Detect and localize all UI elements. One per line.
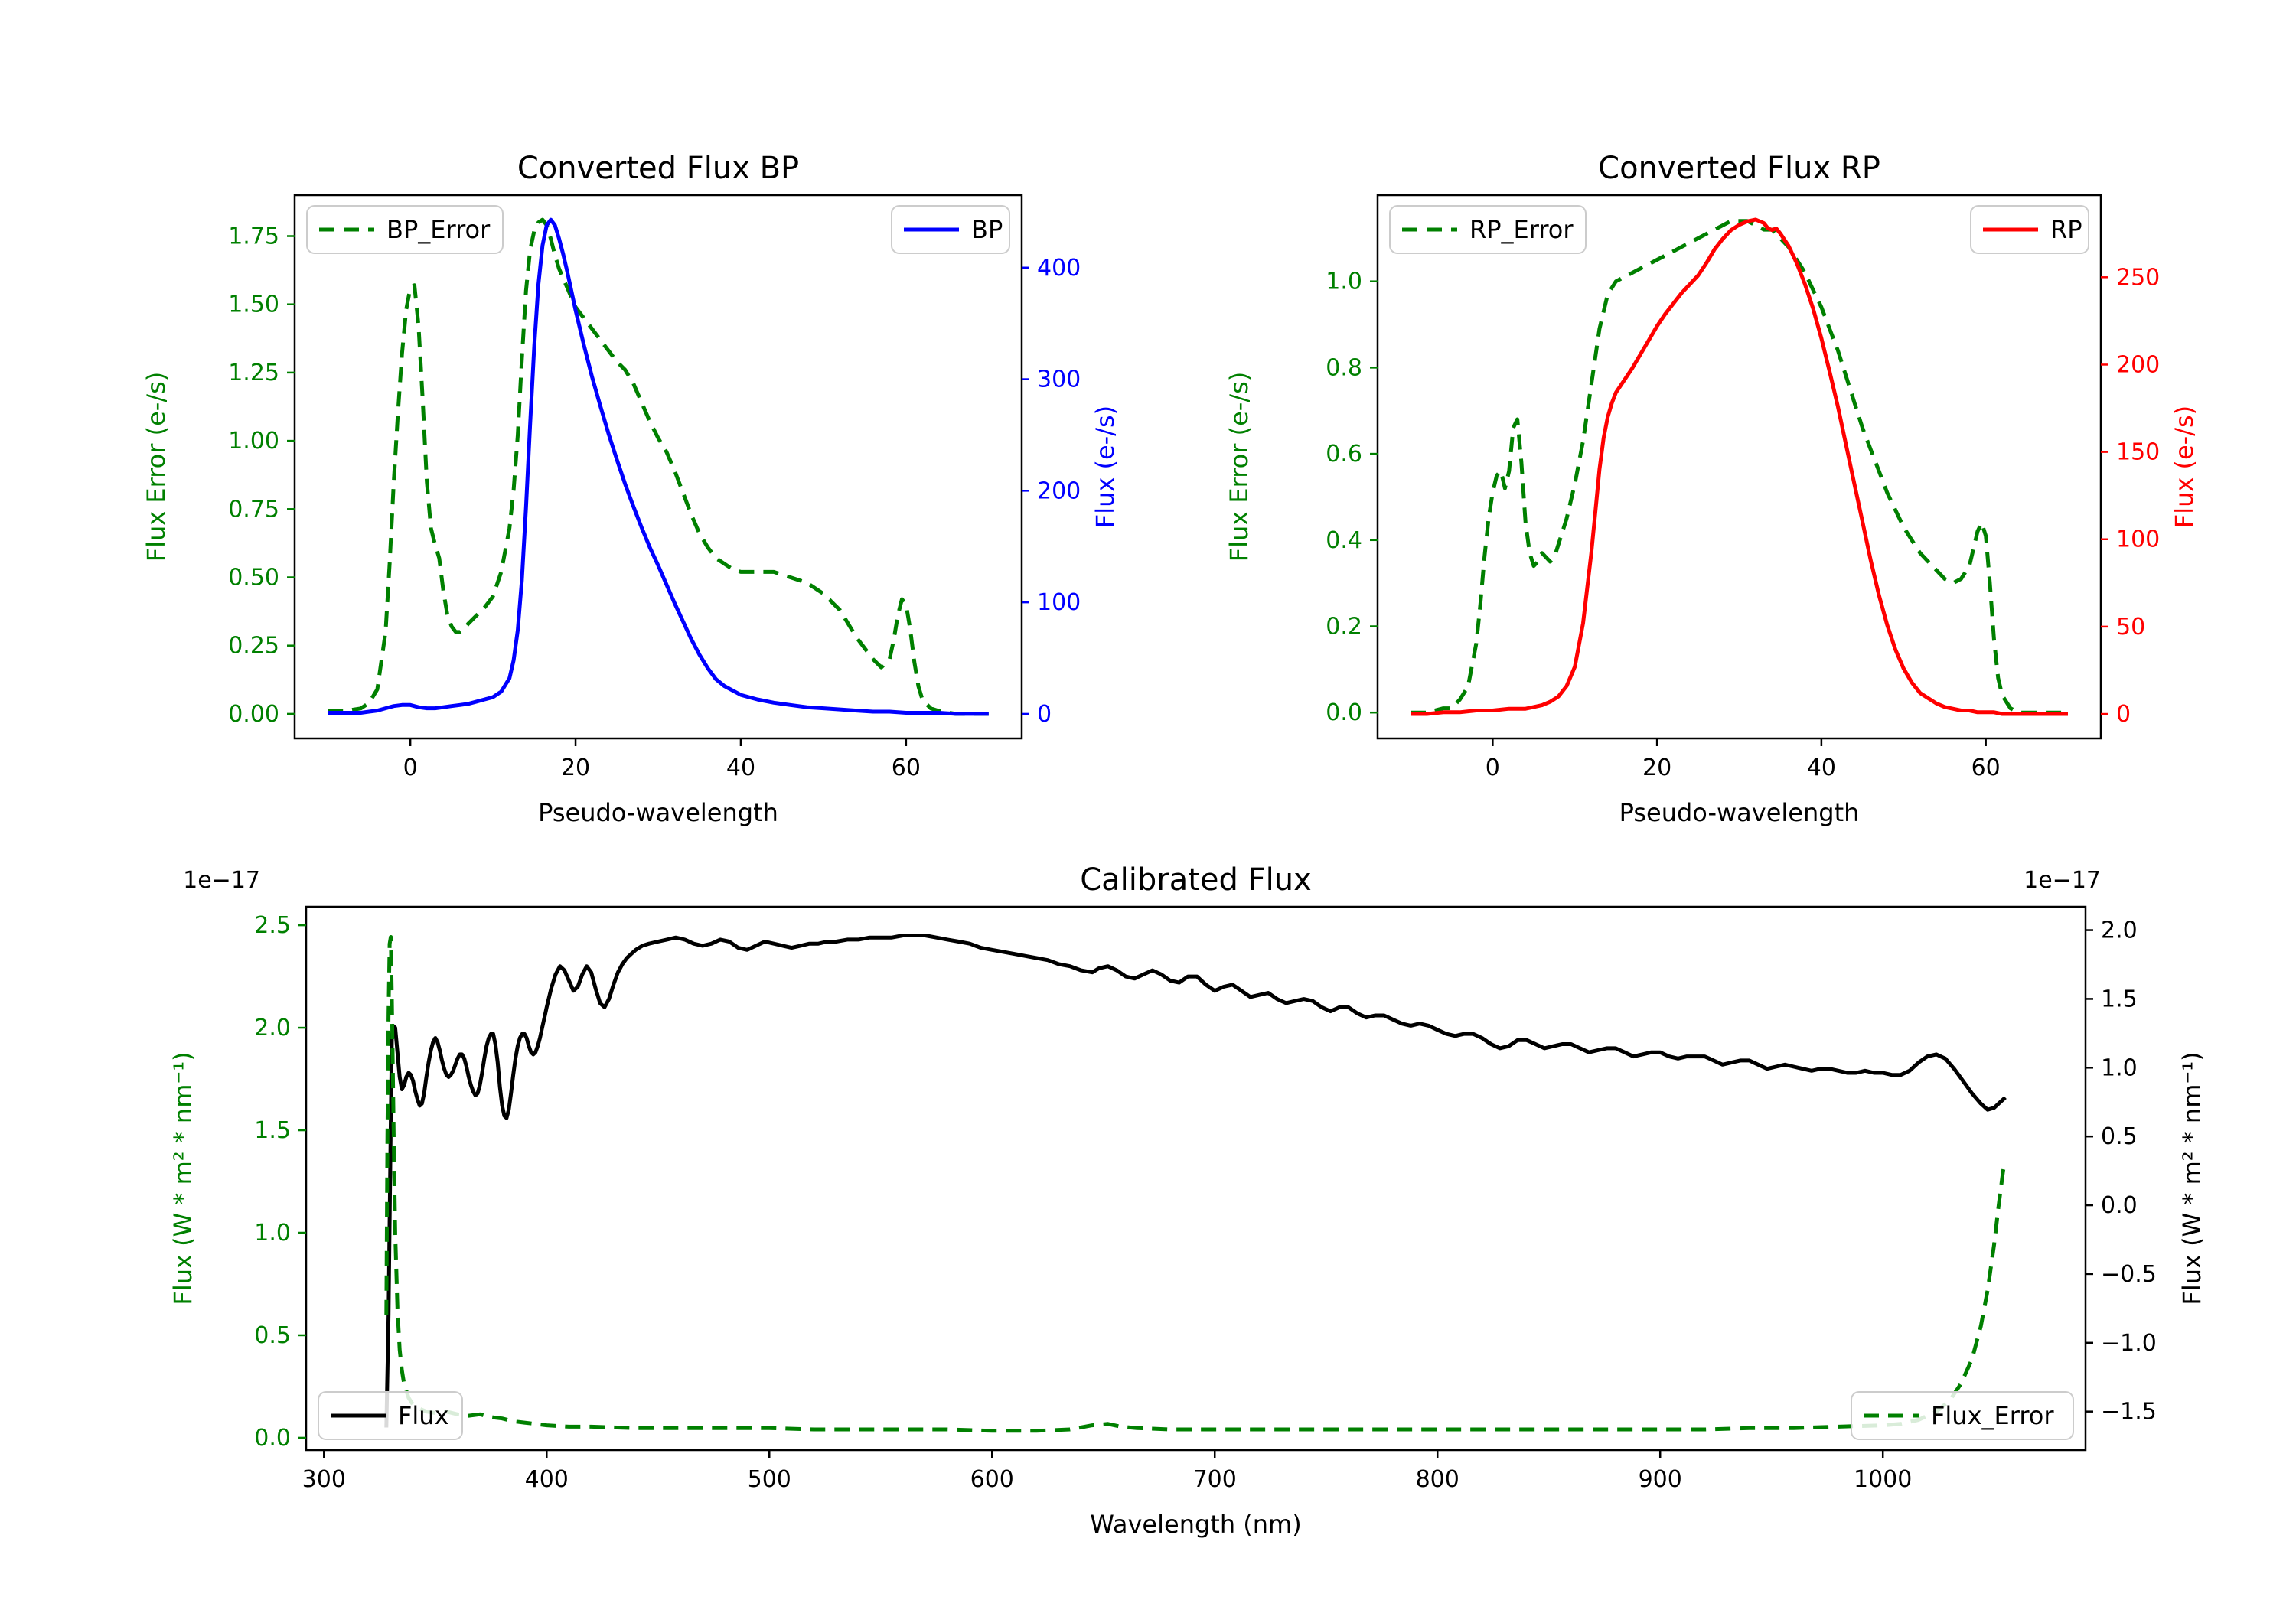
bp-plot-frame	[293, 194, 1023, 740]
cal-x-tick-label: 500	[748, 1466, 791, 1493]
rp-x-tick-label: 20	[1642, 754, 1671, 781]
bp-x-tick-label: 0	[403, 754, 418, 781]
bp-legend-bp: BP	[891, 205, 1010, 254]
cal-right-y-tick-label: 0.0	[2101, 1192, 2138, 1219]
cal-left-y-tick-label: 0.5	[254, 1322, 291, 1349]
bp-left-y-tick-label: 0.25	[228, 633, 279, 660]
rp-x-tick-label: 60	[1971, 754, 2001, 781]
cal-right-y-tick-label: −0.5	[2101, 1261, 2157, 1288]
bp-x-tick-label: 60	[892, 754, 921, 781]
rp-left-y-tick-label: 1.0	[1326, 269, 1362, 295]
cal-legend-flux: Flux	[318, 1391, 463, 1440]
cal-x-tick-label: 1000	[1854, 1466, 1912, 1493]
rp-legend-frame	[1389, 205, 1587, 254]
bp-xlabel: Pseudo-wavelength	[538, 798, 778, 827]
bp-right-y-tick-label: 100	[1037, 589, 1081, 616]
cal-x-tick-label: 900	[1639, 1466, 1682, 1493]
bp-title: Converted Flux BP	[517, 151, 799, 186]
rp-left-y-tick-label: 0.4	[1326, 527, 1362, 554]
cal-right-y-tick-label: 1.5	[2101, 986, 2138, 1012]
bp-left-y-tick-label: 0.75	[228, 496, 279, 523]
bp-right-y-tick-label: 0	[1037, 701, 1052, 728]
cal-right-ylabel: Flux (W * m² * nm⁻¹)	[2177, 1051, 2206, 1305]
bp-legend-frame	[306, 205, 504, 254]
rp-left-y-tick-label: 0.0	[1326, 699, 1362, 726]
rp-left-y-tick-label: 0.2	[1326, 613, 1362, 640]
rp-right-y-tick-label: 150	[2116, 439, 2160, 466]
bp-left-y-tick-label: 0.00	[228, 701, 279, 728]
cal-right-y-tick-label: 0.5	[2101, 1123, 2138, 1150]
rp-subplot: Converted Flux RP 0 20 40 60 Pseudo-wavelengt…	[1225, 151, 2199, 827]
rp-title: Converted Flux RP	[1598, 151, 1880, 186]
rp-legend-rp_error: RP_Error	[1389, 205, 1587, 254]
bp-legend-label-bp_error: BP_Error	[386, 215, 491, 244]
rp-xlabel: Pseudo-wavelength	[1619, 798, 1860, 827]
cal-legend-label-flux_error: Flux_Error	[1931, 1401, 2054, 1430]
cal-series-flux_error-line	[384, 935, 2007, 1433]
bp-legend-bp_error: BP_Error	[306, 205, 504, 254]
rp-left-y-tick-label: 0.8	[1326, 354, 1362, 381]
cal-subplot: Calibrated Flux 300 400 500 600 700 800 900 1000…	[168, 862, 2206, 1539]
rp-x-tick-label: 0	[1486, 754, 1500, 781]
rp-series-rp_error-line	[1411, 219, 2068, 715]
bp-left-y-tick-label: 1.00	[228, 428, 279, 455]
cal-left-ylabel: Flux (W * m² * nm⁻¹)	[168, 1051, 197, 1305]
cal-legend-label-flux: Flux	[398, 1401, 449, 1430]
rp-x-tick-label: 40	[1807, 754, 1836, 781]
cal-legend-frame	[1851, 1391, 2074, 1440]
cal-right-y-tick-label: 2.0	[2101, 917, 2138, 944]
cal-xlabel: Wavelength (nm)	[1090, 1510, 1301, 1539]
bp-x-tick-label: 20	[561, 754, 590, 781]
cal-series-flux-line	[384, 934, 2007, 1428]
cal-legend-frame	[318, 1391, 463, 1440]
rp-left-ylabel: Flux Error (e-/s)	[1225, 372, 1254, 562]
rp-legend-label-rp_error: RP_Error	[1469, 215, 1574, 244]
cal-left-y-tick-label: 2.0	[254, 1015, 291, 1041]
bp-right-y-tick-label: 400	[1037, 255, 1081, 282]
cal-x-tick-label: 700	[1193, 1466, 1237, 1493]
bp-subplot: Converted Flux BP 0 20 40 60 Pseudo-wavelengt…	[142, 151, 1120, 827]
rp-right-y-tick-label: 250	[2116, 264, 2160, 291]
bp-right-y-tick-label: 200	[1037, 477, 1081, 504]
cal-x-tick-label: 800	[1416, 1466, 1459, 1493]
cal-left-y-tick-label: 2.5	[254, 912, 291, 939]
rp-right-y-tick-label: 100	[2116, 526, 2160, 553]
rp-plot-frame	[1376, 194, 2102, 740]
cal-right-y-tick-label: −1.0	[2101, 1330, 2157, 1357]
bp-right-y-tick-label: 300	[1037, 367, 1081, 393]
cal-left-y-tick-label: 0.0	[254, 1425, 291, 1452]
bp-left-y-tick-label: 1.50	[228, 292, 279, 318]
bp-series-bp_error-line	[328, 217, 989, 716]
bp-left-y-tick-label: 0.50	[228, 564, 279, 591]
rp-right-y-tick-label: 0	[2116, 701, 2131, 728]
cal-x-tick-label: 600	[970, 1466, 1014, 1493]
rp-right-ylabel: Flux (e-/s)	[2170, 406, 2199, 528]
rp-right-y-tick-label: 200	[2116, 351, 2160, 378]
rp-series-rp-line	[1411, 217, 2068, 716]
rp-right-y-tick-label: 50	[2116, 614, 2145, 640]
rp-legend-rp: RP	[1970, 205, 2089, 254]
cal-left-y-tick-label: 1.5	[254, 1117, 291, 1144]
cal-x-tick-label: 300	[302, 1466, 346, 1493]
bp-series-bp-line	[328, 217, 989, 716]
bp-x-tick-label: 40	[726, 754, 755, 781]
cal-x-tick-label: 400	[525, 1466, 569, 1493]
bp-left-y-tick-label: 1.75	[228, 223, 279, 250]
cal-legend-flux_error: Flux_Error	[1851, 1391, 2074, 1440]
cal-right-y-tick-label: −1.5	[2101, 1399, 2157, 1426]
bp-left-ylabel: Flux Error (e-/s)	[142, 372, 171, 562]
bp-right-ylabel: Flux (e-/s)	[1091, 406, 1120, 528]
cal-title: Calibrated Flux	[1080, 862, 1312, 898]
bp-left-y-tick-label: 1.25	[228, 360, 279, 386]
cal-right-y-tick-label: 1.0	[2101, 1054, 2138, 1081]
cal-left-offset-text: 1e−17	[183, 867, 260, 894]
cal-left-y-tick-label: 1.0	[254, 1220, 291, 1247]
bp-legend-label-bp: BP	[971, 215, 1003, 244]
cal-plot-frame	[305, 905, 2087, 1452]
rp-legend-label-rp: RP	[2050, 215, 2082, 244]
cal-right-offset-text: 1e−17	[2024, 867, 2101, 894]
rp-left-y-tick-label: 0.6	[1326, 441, 1362, 468]
